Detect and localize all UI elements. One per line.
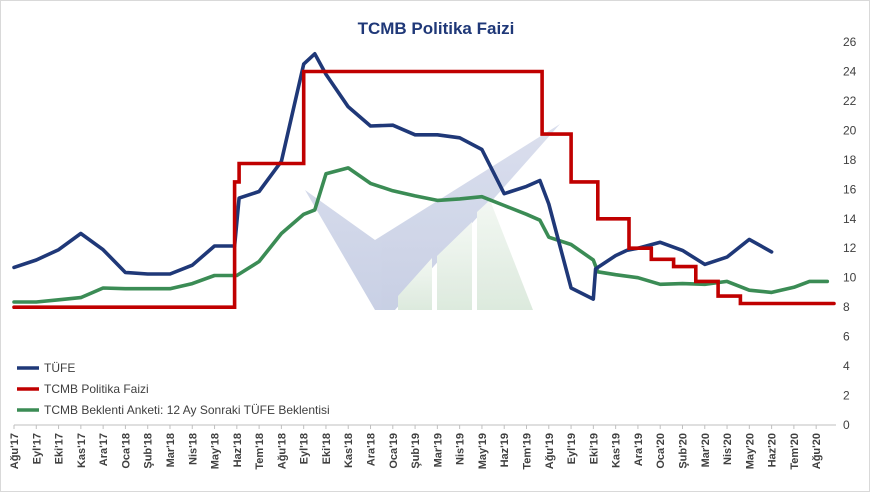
y-tick-label: 26 bbox=[843, 35, 857, 49]
y-tick-label: 8 bbox=[843, 300, 850, 314]
y-tick-label: 4 bbox=[843, 359, 850, 373]
x-tick-label: Haz'18 bbox=[232, 433, 244, 467]
x-tick-label: Ağu'19 bbox=[544, 433, 556, 469]
y-tick-label: 24 bbox=[843, 64, 857, 78]
x-tick-label: Eyl'17 bbox=[31, 433, 43, 464]
x-tick-label: Kas'17 bbox=[76, 433, 88, 468]
checkmark-watermark-icon bbox=[305, 124, 560, 310]
y-tick-label: 0 bbox=[843, 418, 850, 432]
x-tick-label: Eki'18 bbox=[321, 433, 333, 464]
x-tick-label: Ara'18 bbox=[366, 433, 378, 466]
x-tick-label: Ağu'17 bbox=[9, 433, 21, 469]
x-tick-label: Ağu'20 bbox=[811, 433, 823, 469]
x-tick-label: Nis'20 bbox=[722, 433, 734, 465]
y-tick-label: 14 bbox=[843, 212, 857, 226]
x-tick-label: May'20 bbox=[744, 433, 756, 469]
x-tick-label: Eyl'18 bbox=[299, 433, 311, 464]
x-tick-label: May'18 bbox=[210, 433, 222, 469]
x-tick-label: Eki'19 bbox=[588, 433, 600, 464]
x-tick-label: Haz'19 bbox=[499, 433, 511, 467]
x-tick-label: Ara'17 bbox=[98, 433, 110, 466]
x-tick-label: Ağu'18 bbox=[276, 433, 288, 469]
x-tick-label: Tem'18 bbox=[254, 433, 266, 470]
x-tick-label: Nis'19 bbox=[455, 433, 467, 465]
x-tick-label: Oca'19 bbox=[388, 433, 400, 469]
series-layer bbox=[12, 52, 836, 309]
x-axis: Ağu'17 Eyl'17 Eki'17 Kas'17 Ara'17 Oca'18 Şub'… bbox=[9, 424, 836, 470]
x-tick-label: Şub'18 bbox=[143, 433, 155, 469]
x-tick-label: Mar'18 bbox=[165, 433, 177, 467]
x-tick-label: Oca'18 bbox=[120, 433, 132, 469]
x-tick-label: Tem'19 bbox=[522, 433, 534, 470]
x-tick-label: Şub'19 bbox=[410, 433, 422, 469]
x-tick-label: Nis'18 bbox=[187, 433, 199, 465]
x-tick-label: Kas'19 bbox=[611, 433, 623, 468]
chart-title: TCMB Politika Faizi bbox=[358, 19, 515, 38]
series-line-2 bbox=[12, 166, 830, 304]
legend-label-1: TCMB Politika Faizi bbox=[44, 382, 149, 396]
x-tick-label: Kas'18 bbox=[343, 433, 355, 468]
y-tick-label: 12 bbox=[843, 241, 857, 255]
legend: TÜFE TCMB Politika Faizi TCMB Beklenti Ank… bbox=[17, 361, 330, 417]
x-tick-label: Mar'20 bbox=[700, 433, 712, 467]
x-tick-label: Mar'19 bbox=[432, 433, 444, 467]
x-tick-label: Haz'20 bbox=[767, 433, 779, 467]
y-tick-label: 20 bbox=[843, 123, 857, 137]
y-tick-label: 6 bbox=[843, 330, 850, 344]
x-tick-label: Tem'20 bbox=[789, 433, 801, 470]
legend-label-0: TÜFE bbox=[44, 361, 75, 375]
x-tick-label: Oca'20 bbox=[655, 433, 667, 469]
x-tick-label: Eyl'19 bbox=[566, 433, 578, 464]
x-tick-label: Ara'19 bbox=[633, 433, 645, 466]
y-tick-label: 10 bbox=[843, 271, 857, 285]
y-tick-label: 22 bbox=[843, 94, 857, 108]
x-tick-label: May'19 bbox=[477, 433, 489, 469]
y-tick-label: 18 bbox=[843, 153, 857, 167]
x-tick-label: Şub'20 bbox=[677, 433, 689, 469]
series-line-1 bbox=[12, 69, 836, 309]
legend-label-2: TCMB Beklenti Anketi: 12 Ay Sonraki TÜFE… bbox=[44, 403, 330, 417]
y-tick-label: 16 bbox=[843, 182, 857, 196]
x-tick-label: Eki'17 bbox=[54, 433, 66, 464]
y-tick-label: 2 bbox=[843, 389, 850, 403]
